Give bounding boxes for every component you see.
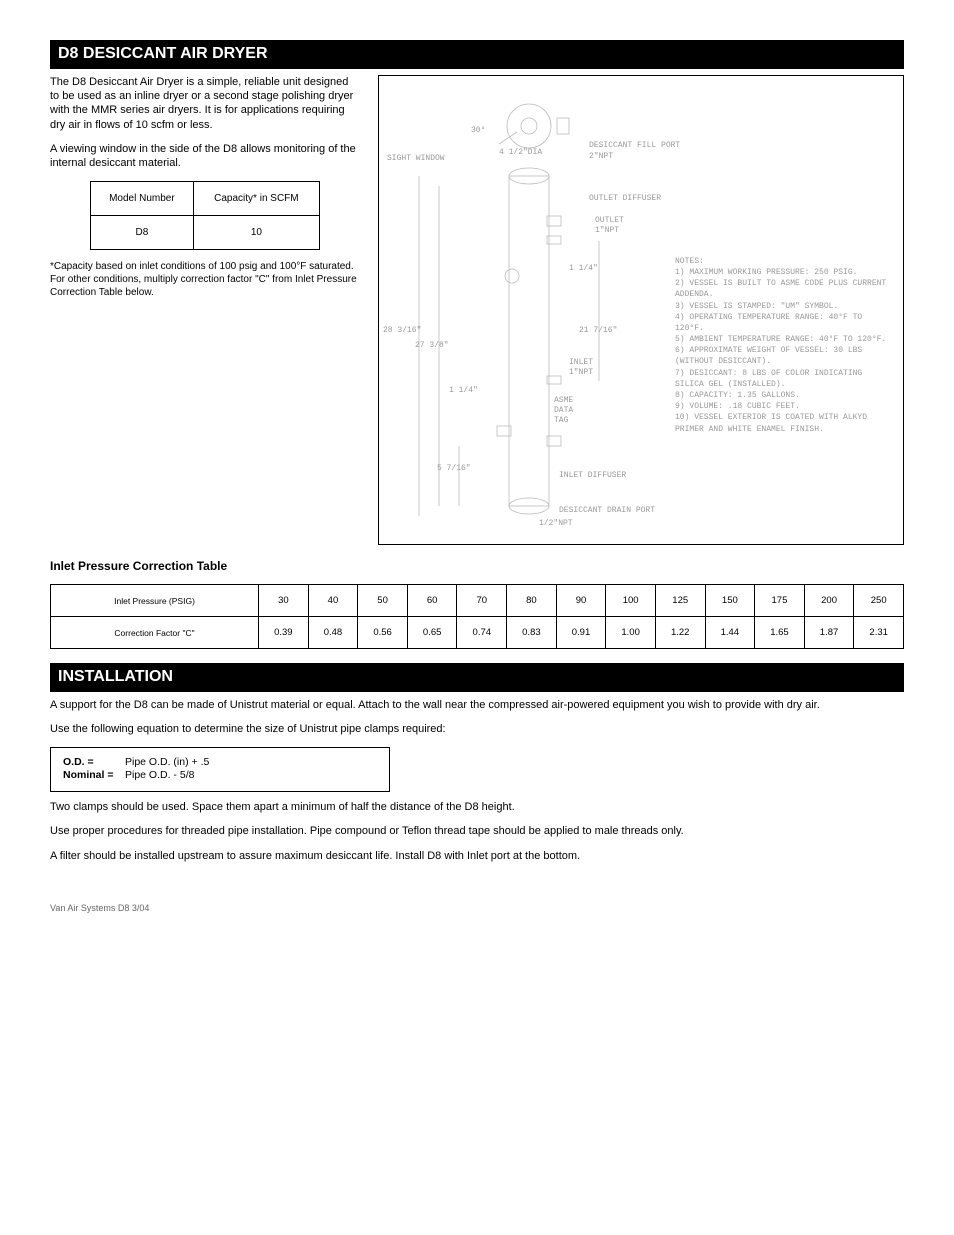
corr-c-1: 0.48 bbox=[308, 617, 358, 649]
lbl-sight-window: SIGHT WINDOW bbox=[387, 154, 445, 164]
corr-p-12: 250 bbox=[854, 585, 904, 617]
left-column: The D8 Desiccant Air Dryer is a simple, … bbox=[50, 75, 360, 545]
lbl-tag: TAG bbox=[554, 416, 568, 426]
corr-p-4: 70 bbox=[457, 585, 507, 617]
correction-title: Inlet Pressure Correction Table bbox=[50, 559, 904, 575]
correction-table: Inlet Pressure (PSIG) 30 40 50 60 70 80 … bbox=[50, 584, 904, 649]
model-val-model: D8 bbox=[91, 215, 194, 249]
corr-p-6: 90 bbox=[556, 585, 606, 617]
corr-p-9: 150 bbox=[705, 585, 755, 617]
corr-hdr-c: Correction Factor "C" bbox=[51, 617, 259, 649]
engineering-diagram: SIGHT WINDOW 4 1/2"DIA 30° DESICCANT FIL… bbox=[378, 75, 904, 545]
model-val-cap: 10 bbox=[193, 215, 319, 249]
note-3: 3) VESSEL IS STAMPED: "UM" SYMBOL. bbox=[675, 301, 895, 312]
corr-p-1: 40 bbox=[308, 585, 358, 617]
lbl-drain-port: DESICCANT DRAIN PORT bbox=[559, 506, 655, 516]
corr-c-4: 0.74 bbox=[457, 617, 507, 649]
lbl-outlet-diff: OUTLET DIFFUSER bbox=[589, 194, 661, 204]
intro-p1: The D8 Desiccant Air Dryer is a simple, … bbox=[50, 75, 360, 132]
corr-c-12: 2.31 bbox=[854, 617, 904, 649]
lbl-inlet-diff: INLET DIFFUSER bbox=[559, 471, 626, 481]
lbl-dim-b: 1 1/4" bbox=[449, 386, 478, 396]
install-p4: Use proper procedures for threaded pipe … bbox=[50, 824, 904, 838]
lbl-drain-npt: 1/2"NPT bbox=[539, 519, 573, 529]
install-p3: Two clamps should be used. Space them ap… bbox=[50, 800, 904, 814]
intro-text: The D8 Desiccant Air Dryer is a simple, … bbox=[50, 75, 360, 171]
lbl-outlet-npt: 1"NPT bbox=[595, 226, 619, 236]
notes-title: NOTES: bbox=[675, 256, 895, 267]
corr-hdr-p: Inlet Pressure (PSIG) bbox=[51, 585, 259, 617]
lbl-fill-npt: 2"NPT bbox=[589, 152, 613, 162]
page-footer: Van Air Systems D8 3/04 bbox=[50, 903, 904, 915]
corr-c-3: 0.65 bbox=[407, 617, 457, 649]
lbl-fill-port: DESICCANT FILL PORT bbox=[589, 141, 680, 151]
lbl-outlet: OUTLET bbox=[595, 216, 624, 226]
note-7: 7) DESICCANT: 8 LBS OF COLOR INDICATING … bbox=[675, 368, 895, 390]
install-section: A support for the D8 can be made of Unis… bbox=[50, 698, 904, 863]
corr-c-8: 1.22 bbox=[655, 617, 705, 649]
capacity-footnote: *Capacity based on inlet conditions of 1… bbox=[50, 260, 360, 299]
note-9: 9) VOLUME: .18 CUBIC FEET. bbox=[675, 401, 895, 412]
lbl-h-bot: 5 7/16" bbox=[437, 464, 471, 474]
intro-p2: A viewing window in the side of the D8 a… bbox=[50, 142, 360, 171]
correction-row-factor: Correction Factor "C" 0.39 0.48 0.56 0.6… bbox=[51, 617, 904, 649]
note-5: 5) AMBIENT TEMPERATURE RANGE: 40°F TO 12… bbox=[675, 334, 895, 345]
model-table: Model Number Capacity* in SCFM D8 10 bbox=[90, 181, 320, 250]
corr-p-5: 80 bbox=[507, 585, 557, 617]
model-hdr-model: Model Number bbox=[91, 181, 194, 215]
lbl-h-body: 27 3/8" bbox=[415, 341, 449, 351]
top-section: The D8 Desiccant Air Dryer is a simple, … bbox=[50, 75, 904, 545]
model-hdr-cap: Capacity* in SCFM bbox=[193, 181, 319, 215]
lbl-dim-a: 1 1/4" bbox=[569, 264, 598, 274]
lbl-h-mid: 21 7/16" bbox=[579, 326, 617, 336]
corr-c-0: 0.39 bbox=[259, 617, 309, 649]
corr-c-11: 1.87 bbox=[804, 617, 854, 649]
note-10: 10) VESSEL EXTERIOR IS COATED WITH ALKYD… bbox=[675, 412, 895, 434]
corr-p-11: 200 bbox=[804, 585, 854, 617]
lbl-angle: 30° bbox=[471, 126, 485, 136]
note-1: 1) MAXIMUM WORKING PRESSURE: 250 PSIG. bbox=[675, 267, 895, 278]
formula-nominal: Pipe O.D. - 5/8 bbox=[125, 769, 194, 781]
corr-c-6: 0.91 bbox=[556, 617, 606, 649]
formula-label-nom: Nominal = bbox=[63, 769, 125, 783]
note-4: 4) OPERATING TEMPERATURE RANGE: 40°F TO … bbox=[675, 312, 895, 334]
corr-p-0: 30 bbox=[259, 585, 309, 617]
corr-c-2: 0.56 bbox=[358, 617, 408, 649]
corr-c-9: 1.44 bbox=[705, 617, 755, 649]
diagram-notes-block: NOTES: 1) MAXIMUM WORKING PRESSURE: 250 … bbox=[675, 256, 895, 435]
install-p1: A support for the D8 can be made of Unis… bbox=[50, 698, 904, 712]
install-p5: A filter should be installed upstream to… bbox=[50, 849, 904, 863]
install-p2: Use the following equation to determine … bbox=[50, 722, 904, 736]
corr-p-10: 175 bbox=[755, 585, 805, 617]
lbl-data: DATA bbox=[554, 406, 573, 416]
lbl-dia: 4 1/2"DIA bbox=[499, 148, 542, 158]
formula-od: Pipe O.D. (in) + .5 bbox=[125, 756, 209, 768]
note-2: 2) VESSEL IS BUILT TO ASME CODE PLUS CUR… bbox=[675, 278, 895, 300]
lbl-h-total: 28 3/16" bbox=[383, 326, 421, 336]
corr-p-3: 60 bbox=[407, 585, 457, 617]
corr-c-5: 0.83 bbox=[507, 617, 557, 649]
corr-p-2: 50 bbox=[358, 585, 408, 617]
lbl-inlet-npt: 1"NPT bbox=[569, 368, 593, 378]
lbl-asme: ASME bbox=[554, 396, 573, 406]
corr-c-10: 1.65 bbox=[755, 617, 805, 649]
formula-label-od: O.D. = bbox=[63, 756, 125, 770]
formula-box: O.D. =Pipe O.D. (in) + .5 Nominal =Pipe … bbox=[50, 747, 390, 792]
install-bar: INSTALLATION bbox=[50, 663, 904, 692]
title-bar: D8 DESICCANT AIR DRYER bbox=[50, 40, 904, 69]
corr-p-8: 125 bbox=[655, 585, 705, 617]
correction-row-pressure: Inlet Pressure (PSIG) 30 40 50 60 70 80 … bbox=[51, 585, 904, 617]
corr-p-7: 100 bbox=[606, 585, 656, 617]
note-8: 8) CAPACITY: 1.35 GALLONS. bbox=[675, 390, 895, 401]
note-6: 6) APPROXIMATE WEIGHT OF VESSEL: 30 LBS … bbox=[675, 345, 895, 367]
corr-c-7: 1.00 bbox=[606, 617, 656, 649]
lbl-inlet: INLET bbox=[569, 358, 593, 368]
